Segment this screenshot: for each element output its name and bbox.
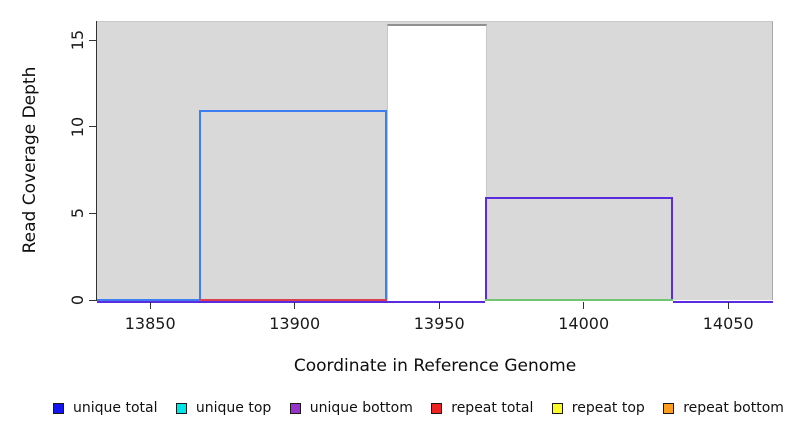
x-tick: [583, 302, 585, 309]
y-tick: [89, 39, 96, 41]
legend-label: repeat top: [571, 400, 645, 416]
baseline-unique-bottom-zero-left: [97, 301, 486, 303]
masked-region: [387, 23, 488, 300]
baseline-unique-total-zero: [97, 299, 200, 301]
plot-panel: [97, 21, 773, 303]
x-tick: [149, 302, 151, 309]
y-tick: [89, 299, 96, 301]
baseline-repeat-total-zero: [199, 299, 388, 301]
x-tick-label: 13900: [269, 314, 321, 333]
x-tick: [727, 302, 729, 309]
legend-item: unique bottom: [289, 400, 413, 416]
x-tick-label: 14050: [702, 314, 754, 333]
y-tick: [89, 126, 96, 128]
legend-item: unique top: [175, 400, 272, 416]
legend-swatch-icon: [663, 402, 675, 414]
y-tick-label: 10: [68, 116, 87, 137]
legend-swatch-icon: [551, 402, 563, 414]
step-rect-unique-total: [199, 110, 388, 301]
legend-label: repeat bottom: [683, 400, 784, 416]
x-axis-title: Coordinate in Reference Genome: [293, 356, 577, 376]
legend-label: unique total: [73, 400, 158, 416]
legend-label: unique top: [195, 400, 272, 416]
y-axis-title: Read Coverage Depth: [20, 66, 40, 254]
x-tick-label: 13950: [413, 314, 465, 333]
y-tick-label: 0: [68, 294, 87, 306]
legend-swatch-icon: [175, 402, 187, 414]
legend-swatch-icon: [53, 402, 64, 414]
legend-item: repeat top: [551, 400, 645, 416]
legend-swatch-icon: [289, 402, 301, 414]
y-tick-label: 15: [68, 29, 87, 51]
y-tick: [89, 212, 96, 214]
x-tick-label: 13850: [124, 314, 176, 333]
legend-item: repeat total: [431, 400, 533, 416]
baseline-unique-bottom-zero-right: [673, 301, 773, 303]
legend-swatch-icon: [431, 402, 443, 414]
y-tick-label: 5: [68, 208, 87, 219]
x-tick: [294, 302, 296, 309]
x-tick: [438, 302, 440, 309]
baseline-unique-top-zero: [485, 299, 674, 301]
legend-label: repeat total: [451, 400, 534, 416]
step-rect-unique-bottom: [485, 197, 674, 301]
legend: unique total unique top unique bottom repea…: [53, 398, 784, 418]
x-tick-label: 14000: [558, 314, 610, 333]
legend-item: unique total: [53, 400, 157, 416]
y-axis-line: [96, 21, 97, 301]
legend-label: unique bottom: [309, 400, 413, 416]
legend-item: repeat bottom: [663, 400, 784, 416]
